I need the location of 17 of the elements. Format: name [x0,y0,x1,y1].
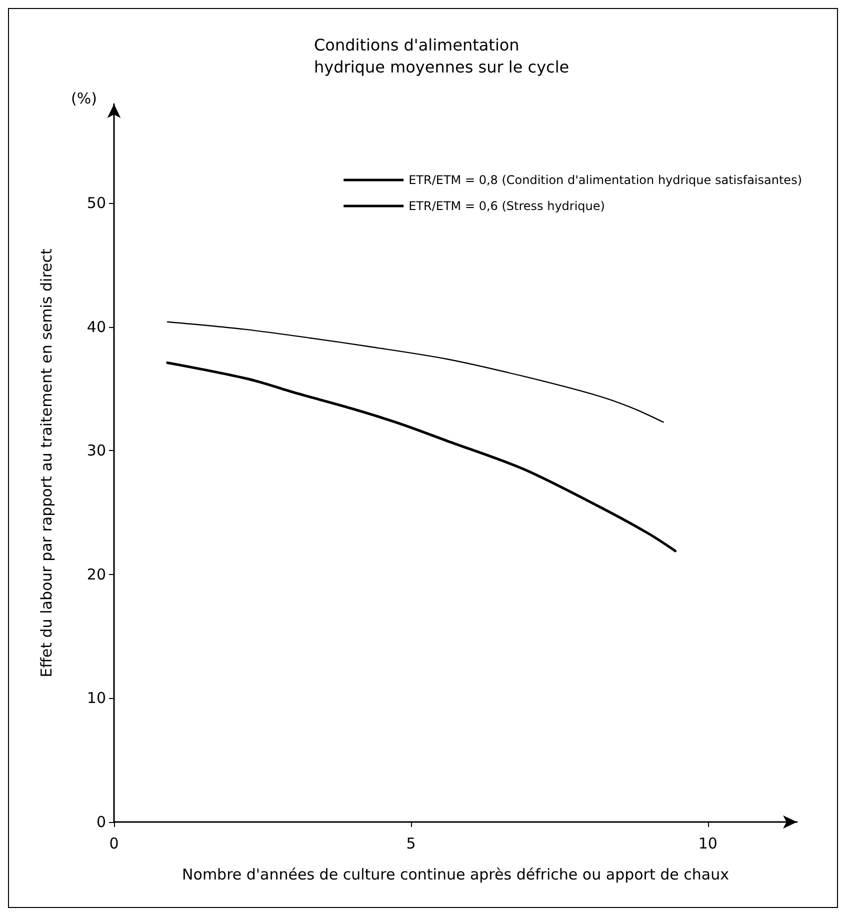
y-tick-label: 20 [86,565,106,584]
y-tick-label: 10 [86,689,106,708]
y-tick-label: 50 [86,194,106,212]
chart-title: Conditions d'alimentation hydrique moyennes sur le cycle [314,36,570,76]
line-series [166,361,677,552]
y-tick-label: 30 [86,442,106,460]
x-tick-label: 5 [406,834,416,852]
y-axis-title: Effet du labour par rapport au traitement en semis direct [38,248,56,678]
line-series [166,321,664,423]
text: (%) [71,90,97,108]
y-tick-label: 40 [86,318,106,336]
x-tick-label: 10 [698,834,718,852]
x-axis-title: Nombre d'années de culture continue après défriche ou apport de chaux [182,866,730,884]
legend-label: ETR/ETM = 0,6 (Stress hydrique) [408,199,605,213]
x-tick-label: 0 [109,834,119,852]
y-tick-label: 0 [96,813,106,831]
legend-label: ETR/ETM = 0,8 (Condition d'alimentation hydrique satisfaisantes) [408,173,802,187]
